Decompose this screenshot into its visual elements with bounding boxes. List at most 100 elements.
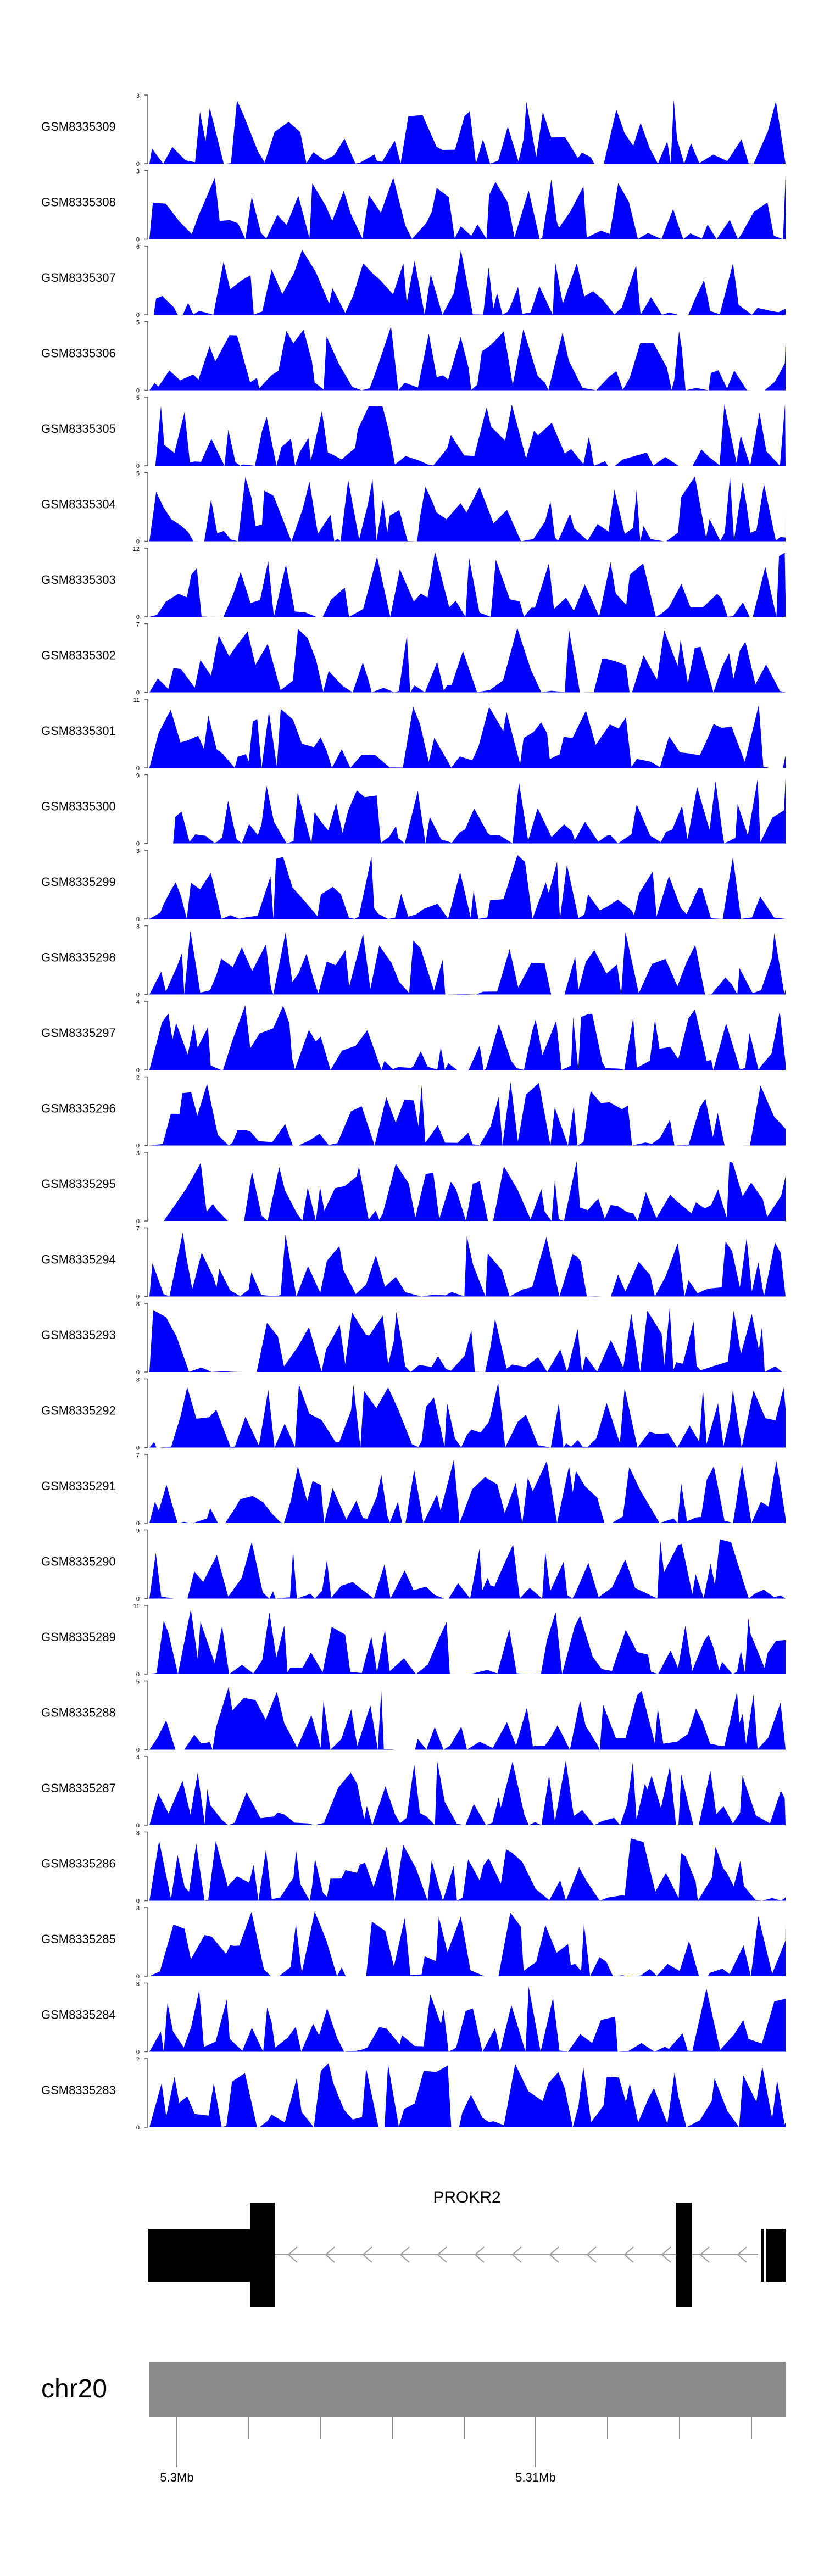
coverage-track: GSM8335284 3 0 <box>41 1981 786 2056</box>
coverage-track: GSM8335285 3 0 <box>41 1905 786 1980</box>
coverage-area <box>149 1161 786 1221</box>
coverage-track: GSM8335288 5 0 <box>41 1679 786 1754</box>
y-max-label: 7 <box>136 622 140 628</box>
coverage-area <box>149 1911 786 1976</box>
coverage-track: GSM8335291 7 0 <box>41 1452 786 1527</box>
coverage-track: GSM8335296 2 0 <box>41 1075 786 1150</box>
coverage-area <box>149 1005 786 1070</box>
y-max-label: 3 <box>136 93 140 99</box>
strand-arrow <box>362 2246 372 2263</box>
strand-arrow <box>325 2246 335 2263</box>
coverage-area <box>149 476 786 542</box>
track-label: GSM8335299 <box>41 875 116 889</box>
coverage-tracks: GSM833530930GSM833530830GSM833530760GSM8… <box>41 93 786 2131</box>
track-label: GSM8335287 <box>41 1781 116 1795</box>
gene-label: PROKR2 <box>433 2188 500 2206</box>
coverage-area <box>149 1609 786 1674</box>
y-max-label: 4 <box>136 1754 140 1761</box>
strand-arrow <box>437 2246 447 2263</box>
axis-tick-label: 5.31Mb <box>515 2471 555 2484</box>
coverage-area <box>149 930 786 995</box>
track-label: GSM8335285 <box>41 1932 116 1946</box>
y-max-label: 3 <box>136 1830 140 1837</box>
y-min-label: 0 <box>136 841 140 847</box>
y-max-label: 3 <box>136 924 140 930</box>
coverage-track: GSM8335298 3 0 <box>41 924 786 999</box>
coverage-track: GSM8335303 12 0 <box>41 546 786 621</box>
coverage-area <box>149 551 786 617</box>
track-label: GSM8335294 <box>41 1253 116 1267</box>
y-max-label: 9 <box>136 773 140 779</box>
y-min-label: 0 <box>136 1218 140 1225</box>
track-label: GSM8335286 <box>41 1857 116 1871</box>
y-min-label: 0 <box>136 1520 140 1527</box>
track-label: GSM8335289 <box>41 1630 116 1644</box>
y-max-label: 7 <box>136 1226 140 1233</box>
coverage-track: GSM8335309 3 0 <box>41 93 786 168</box>
y-min-label: 0 <box>136 1973 140 1980</box>
strand-arrow <box>661 2246 671 2263</box>
y-max-label: 3 <box>136 1150 140 1157</box>
coverage-track: GSM8335297 4 0 <box>41 999 786 1074</box>
coverage-track: GSM8335305 5 0 <box>41 395 786 470</box>
track-label: GSM8335304 <box>41 498 116 511</box>
coverage-track: GSM8335294 7 0 <box>41 1226 786 1301</box>
coverage-track: GSM8335302 7 0 <box>41 622 786 696</box>
y-max-label: 2 <box>136 1075 140 1081</box>
track-label: GSM8335305 <box>41 422 116 436</box>
track-label: GSM8335302 <box>41 649 116 662</box>
strand-arrow <box>586 2246 597 2263</box>
track-label: GSM8335307 <box>41 271 116 285</box>
y-min-label: 0 <box>136 1143 140 1150</box>
track-label: GSM8335292 <box>41 1404 116 1418</box>
coverage-track: GSM8335308 3 0 <box>41 169 786 243</box>
coverage-area <box>149 404 786 466</box>
y-min-label: 0 <box>136 614 140 621</box>
y-min-label: 0 <box>136 539 140 545</box>
exon-coding <box>250 2203 275 2307</box>
track-label: GSM8335300 <box>41 800 116 813</box>
coverage-track: GSM8335283 2 0 <box>41 2056 786 2131</box>
coverage-area <box>149 249 786 315</box>
y-min-label: 0 <box>136 1747 140 1754</box>
track-label: GSM8335293 <box>41 1328 116 1342</box>
coverage-track: GSM8335289 11 0 <box>41 1603 786 1678</box>
coverage-area <box>149 176 786 239</box>
coverage-area <box>149 705 786 768</box>
y-min-label: 0 <box>136 463 140 470</box>
coverage-area <box>149 1308 786 1372</box>
coverage-area <box>149 1760 786 1825</box>
track-label: GSM8335284 <box>41 2008 116 2022</box>
y-max-label: 5 <box>136 1679 140 1686</box>
strand-arrow <box>699 2246 710 2263</box>
track-label: GSM8335309 <box>41 120 116 133</box>
track-label: GSM8335296 <box>41 1102 116 1116</box>
strand-arrow <box>549 2246 559 2263</box>
y-min-label: 0 <box>136 1671 140 1678</box>
y-min-label: 0 <box>136 1294 140 1301</box>
coverage-track: GSM8335293 8 0 <box>41 1301 786 1376</box>
track-label: GSM8335306 <box>41 347 116 360</box>
strand-arrow <box>287 2246 298 2263</box>
strand-arrow <box>511 2246 522 2263</box>
axis-tick-label: 5.3Mb <box>160 2471 193 2484</box>
coverage-track: GSM8335307 6 0 <box>41 244 786 319</box>
track-label: GSM8335291 <box>41 1479 116 1493</box>
y-min-label: 0 <box>136 1822 140 1829</box>
y-max-label: 5 <box>136 395 140 402</box>
y-max-label: 3 <box>136 848 140 855</box>
exon-coding <box>766 2229 786 2282</box>
y-max-label: 2 <box>136 2056 140 2063</box>
chromosome-label: chr20 <box>41 2374 107 2404</box>
strand-arrow <box>399 2246 410 2263</box>
coverage-track: GSM8335295 3 0 <box>41 1150 786 1225</box>
y-min-label: 0 <box>136 690 140 696</box>
coverage-track: GSM8335287 4 0 <box>41 1754 786 1829</box>
y-min-label: 0 <box>136 2049 140 2056</box>
coverage-track: GSM8335306 5 0 <box>41 320 786 394</box>
y-min-label: 0 <box>136 1067 140 1074</box>
coverage-area <box>149 1082 786 1146</box>
track-label: GSM8335301 <box>41 724 116 738</box>
coverage-track: GSM8335304 5 0 <box>41 471 786 545</box>
